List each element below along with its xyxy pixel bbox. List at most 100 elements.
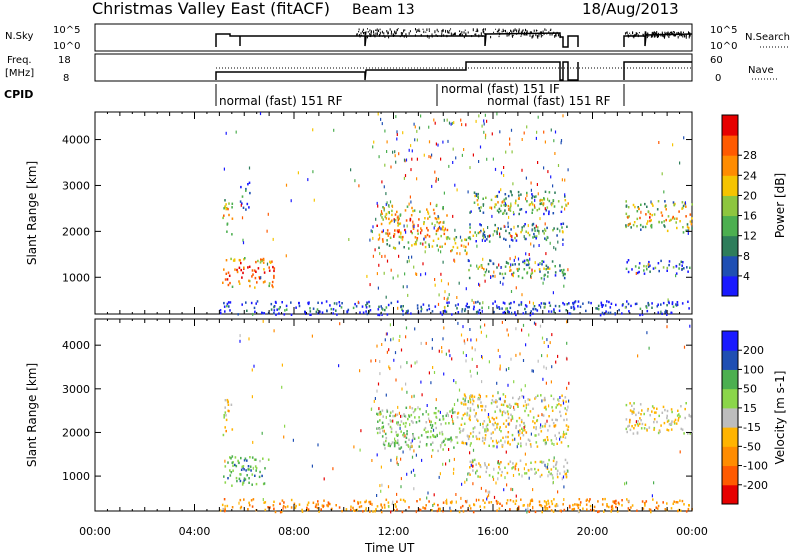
data-cell bbox=[532, 236, 534, 239]
data-cell bbox=[465, 354, 467, 357]
data-cell bbox=[241, 202, 243, 205]
data-cell bbox=[442, 462, 444, 466]
data-cell bbox=[373, 140, 375, 144]
data-cell bbox=[507, 440, 510, 443]
data-cell bbox=[341, 509, 343, 513]
y-axis-label: Slant Range [km] bbox=[25, 363, 39, 467]
data-cell bbox=[435, 398, 437, 402]
data-cell bbox=[259, 459, 261, 463]
data-cell bbox=[515, 327, 517, 331]
data-cell bbox=[406, 311, 409, 314]
data-cell bbox=[484, 271, 487, 274]
data-cell bbox=[506, 328, 508, 332]
data-cell bbox=[677, 409, 679, 412]
data-cell bbox=[396, 413, 399, 416]
data-cell bbox=[492, 233, 494, 237]
data-cell bbox=[528, 260, 530, 264]
nsky-noise-mark bbox=[501, 30, 503, 33]
data-cell bbox=[507, 204, 510, 208]
data-cell bbox=[666, 428, 668, 431]
data-cell bbox=[517, 190, 520, 194]
data-cell bbox=[531, 223, 534, 227]
cpid-segment-3: normal (fast) 151 RF bbox=[487, 94, 611, 108]
data-cell bbox=[548, 404, 550, 408]
data-cell bbox=[428, 215, 431, 218]
data-cell bbox=[494, 428, 496, 431]
nsky-noise-mark bbox=[390, 33, 392, 35]
data-cell bbox=[523, 261, 526, 265]
data-cell bbox=[510, 190, 512, 194]
data-cell bbox=[420, 114, 422, 118]
data-cell bbox=[529, 300, 531, 304]
data-cell bbox=[685, 205, 687, 208]
data-cell bbox=[510, 269, 512, 272]
data-cell bbox=[484, 279, 486, 283]
data-cell bbox=[531, 203, 534, 206]
data-cell bbox=[419, 210, 421, 213]
data-cell bbox=[608, 505, 610, 509]
data-cell bbox=[547, 271, 549, 274]
data-cell bbox=[451, 409, 454, 412]
data-cell bbox=[442, 415, 444, 418]
data-cell bbox=[230, 457, 232, 460]
data-cell bbox=[488, 463, 490, 466]
data-cell bbox=[563, 284, 565, 288]
data-cell bbox=[484, 464, 486, 467]
data-cell bbox=[445, 462, 447, 466]
data-cell bbox=[389, 200, 392, 204]
nsky-noise-mark bbox=[423, 30, 425, 34]
data-cell bbox=[255, 270, 257, 273]
nsky-noise-mark bbox=[550, 28, 552, 31]
data-cell bbox=[514, 263, 516, 266]
nsky-noise-mark bbox=[666, 32, 668, 36]
data-cell bbox=[473, 201, 476, 204]
colorbar-tick-label: 100 bbox=[743, 363, 764, 376]
data-cell bbox=[482, 236, 484, 240]
data-cell bbox=[505, 212, 508, 215]
data-cell bbox=[558, 309, 561, 312]
data-cell bbox=[454, 411, 456, 414]
nsky-noise-mark bbox=[383, 34, 385, 37]
data-cell bbox=[307, 501, 310, 504]
data-cell bbox=[307, 178, 309, 182]
data-cell bbox=[380, 213, 382, 217]
data-cell bbox=[464, 238, 466, 241]
data-cell bbox=[246, 459, 248, 462]
date-label: 18/Aug/2013 bbox=[582, 0, 679, 18]
data-cell bbox=[539, 262, 541, 265]
data-cell bbox=[425, 341, 427, 345]
data-cell bbox=[579, 503, 581, 507]
data-cell bbox=[515, 199, 517, 202]
data-cell bbox=[646, 205, 648, 208]
data-cell bbox=[309, 313, 311, 316]
nsky-noise-mark bbox=[506, 31, 508, 33]
data-cell bbox=[273, 312, 275, 315]
data-cell bbox=[444, 422, 447, 425]
data-cell bbox=[672, 502, 675, 505]
data-cell bbox=[626, 498, 628, 501]
data-cell bbox=[501, 320, 503, 324]
data-cell bbox=[671, 420, 673, 423]
data-cell bbox=[263, 271, 266, 274]
data-cell bbox=[385, 436, 388, 440]
data-cell bbox=[238, 280, 240, 283]
data-cell bbox=[570, 306, 572, 309]
data-cell bbox=[463, 403, 465, 406]
data-cell bbox=[552, 476, 554, 480]
data-cell bbox=[240, 185, 242, 189]
data-cell bbox=[448, 121, 451, 125]
data-cell bbox=[565, 476, 568, 479]
data-cell bbox=[499, 468, 501, 471]
data-cell bbox=[384, 163, 386, 167]
data-cell bbox=[544, 425, 546, 428]
data-cell bbox=[397, 215, 399, 219]
data-cell bbox=[447, 139, 449, 143]
data-cell bbox=[539, 426, 542, 429]
data-cell bbox=[635, 420, 637, 424]
nsky-noise-mark bbox=[467, 31, 469, 34]
data-cell bbox=[229, 281, 231, 285]
data-cell bbox=[238, 461, 240, 465]
data-cell bbox=[633, 427, 635, 430]
nsky-noise-mark bbox=[441, 33, 443, 36]
